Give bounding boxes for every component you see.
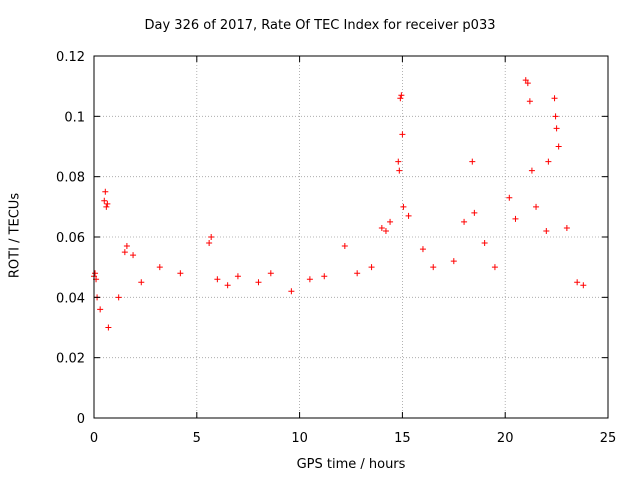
data-point [321,273,328,280]
data-point [555,143,562,150]
data-point [545,158,552,165]
y-tick-label: 0.06 [56,231,85,246]
data-point [206,240,213,247]
data-point [306,276,313,283]
data-point [387,218,394,225]
data-point [461,218,468,225]
data-point [552,113,559,120]
y-tick-label: 0.04 [56,291,85,306]
data-point [396,167,403,174]
y-tick-label: 0.08 [56,171,85,186]
data-point [543,227,550,234]
data-point [533,203,540,210]
data-point [430,264,437,271]
data-point [469,158,476,165]
data-point [177,270,184,277]
x-tick-label: 0 [90,431,98,446]
data-point [471,209,478,216]
data-point [400,203,407,210]
data-point [397,95,404,102]
data-point [208,234,215,240]
y-tick-label: 0.02 [56,352,85,367]
data-point [288,288,295,295]
data-point [121,249,128,256]
x-tick-label: 5 [193,431,201,446]
data-point [214,276,221,283]
data-point [123,243,130,250]
data-point [522,77,529,84]
data-point [491,264,498,271]
x-tick-label: 15 [394,431,411,446]
data-point [528,167,535,174]
data-point [450,258,457,265]
data-point [382,227,389,234]
x-axis-label: GPS time / hours [296,457,406,472]
data-point [526,98,533,105]
data-point [354,270,361,277]
data-point [92,270,99,277]
data-point [156,264,163,271]
y-tick-label: 0.12 [56,50,85,65]
data-point [419,246,426,253]
data-point [378,224,385,231]
data-point [524,80,531,87]
axis-ticks: 0 0.02 0.04 0.06 0.08 0.1 0.12 0 5 10 15 20 25 [56,50,616,446]
data-point [580,282,587,289]
data-point [130,252,137,259]
y-tick-label: 0 [77,412,85,427]
data-point [115,294,122,301]
y-tick-label: 0.1 [64,110,85,125]
data-point [553,125,560,132]
x-tick-label: 10 [291,431,308,446]
data-point [224,282,231,289]
data-point [512,215,519,222]
data-point [405,212,412,219]
data-point [551,95,558,102]
data-point [138,279,145,286]
x-tick-label: 25 [600,431,617,446]
data-point [341,243,348,250]
grid [94,56,608,418]
data-point [101,197,108,204]
plot-frame [93,55,609,419]
data-point [102,188,109,195]
data-point [105,324,112,331]
data-point [395,158,402,165]
data-point [506,194,513,201]
data-point [104,200,111,207]
data-point [255,279,262,286]
data-point [368,264,375,271]
data-point [563,224,570,231]
data-point [399,131,406,138]
chart-title: Day 326 of 2017, Rate Of TEC Index for r… [144,18,496,33]
data-points [91,77,587,331]
data-point [481,240,488,247]
data-point [574,279,581,286]
data-point [234,273,241,280]
data-point [97,306,104,313]
data-point [103,203,110,210]
data-point [398,92,405,99]
x-tick-label: 20 [497,431,514,446]
data-point [267,270,274,277]
